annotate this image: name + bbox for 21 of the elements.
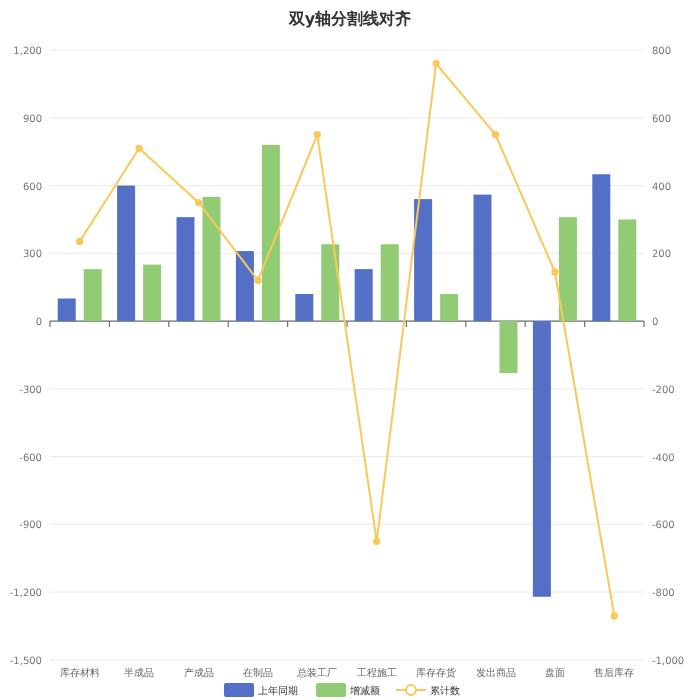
- bar: [176, 217, 195, 322]
- bar: [532, 321, 551, 597]
- bar: [592, 174, 611, 322]
- bar: [499, 321, 518, 374]
- bar: [414, 199, 433, 322]
- bar: [57, 298, 76, 322]
- bar: [202, 196, 221, 322]
- bar: [143, 264, 162, 322]
- title: 双y轴分割线对齐: [288, 10, 412, 28]
- bar: [321, 244, 340, 322]
- bar: [618, 219, 637, 322]
- bar: [295, 294, 314, 322]
- bar: [261, 144, 280, 322]
- bar: [473, 194, 492, 322]
- bar: [83, 269, 102, 322]
- bar: [440, 294, 459, 322]
- bar: [380, 244, 399, 322]
- bar: [558, 217, 577, 322]
- bar: [117, 185, 136, 322]
- bar: [235, 251, 254, 322]
- bar: [354, 269, 373, 322]
